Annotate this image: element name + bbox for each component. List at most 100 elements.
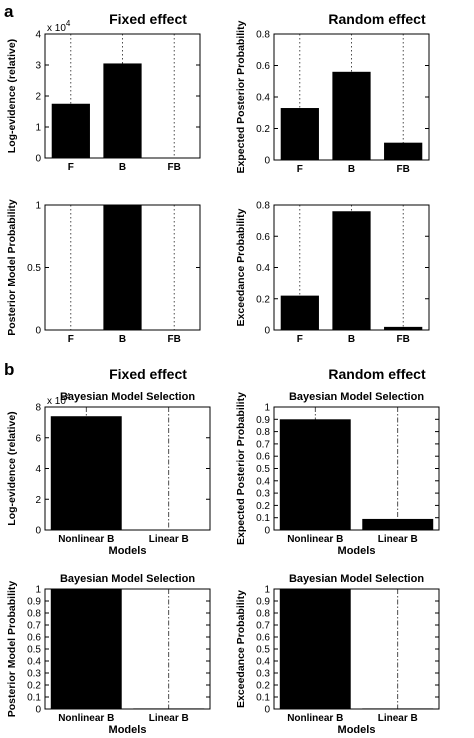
chart-a2-ytick-label: 0.8 bbox=[256, 30, 270, 41]
chart-a2-bar-2 bbox=[384, 142, 423, 160]
chart-b4-bar-0 bbox=[279, 589, 351, 709]
chart-b4-xlabel: Models bbox=[338, 724, 376, 736]
chart-b3-ytick-label: 0.1 bbox=[27, 693, 41, 704]
chart-b4-ytick-label: 0.2 bbox=[256, 681, 270, 692]
chart-b2-bar-1 bbox=[362, 518, 434, 530]
section-title-a-random: Random effect bbox=[328, 11, 426, 27]
chart-b2-category-label: Linear B bbox=[378, 534, 418, 545]
chart-b3-ytick-label: 0.7 bbox=[27, 621, 41, 632]
chart-b3-xlabel: Models bbox=[109, 724, 147, 736]
chart-b2-ytick-label: 0.3 bbox=[256, 489, 270, 500]
chart-b1-ytick-label: 2 bbox=[35, 495, 41, 506]
chart-b3-ytick-label: 0.3 bbox=[27, 669, 41, 680]
chart-b1-ytick-label: 4 bbox=[35, 464, 41, 475]
chart-a3-category-label: FB bbox=[167, 334, 180, 345]
chart-a3-ytick-label: 0.5 bbox=[27, 263, 41, 274]
chart-a4-ytick-label: 0.6 bbox=[256, 232, 270, 243]
chart-b2-ytick-label: 0.4 bbox=[256, 476, 270, 487]
chart-a3-ylabel: Posterior Model Probability bbox=[6, 199, 18, 336]
chart-b4-ylabel: Exceedance Probability bbox=[235, 590, 247, 708]
chart-a1-ytick-label: 0 bbox=[35, 154, 41, 165]
chart-b2-ylabel: Expected Posterior Probability bbox=[235, 392, 247, 545]
chart-b4-category-label: Linear B bbox=[378, 713, 418, 724]
chart-a4-bar-2 bbox=[384, 326, 423, 330]
chart-b4-ytick-label: 0.4 bbox=[256, 657, 270, 668]
chart-a1-ylabel: Log-evidence (relative) bbox=[6, 39, 18, 153]
chart-b2-ytick-label: 0.5 bbox=[256, 464, 270, 475]
chart-b4-ytick-label: 0.7 bbox=[256, 621, 270, 632]
chart-b3-title: Bayesian Model Selection bbox=[60, 573, 195, 585]
chart-a2-ylabel: Expected Posterior Probability bbox=[235, 20, 247, 173]
panel-label-b: b bbox=[4, 360, 14, 379]
chart-a2-ytick-label: 0.2 bbox=[256, 124, 270, 135]
chart-b4-ytick-label: 0.1 bbox=[256, 693, 270, 704]
chart-b3-ytick-label: 1 bbox=[35, 585, 41, 596]
chart-b3-ytick-label: 0.5 bbox=[27, 645, 41, 656]
chart-b2-ytick-label: 0.9 bbox=[256, 415, 270, 426]
chart-b2-category-label: Nonlinear B bbox=[287, 534, 343, 545]
chart-b1-title: Bayesian Model Selection bbox=[60, 391, 195, 403]
chart-a2-ytick-label: 0.6 bbox=[256, 61, 270, 72]
chart-b1-category-label: Nonlinear B bbox=[58, 534, 114, 545]
chart-b1-ytick-label: 8 bbox=[35, 403, 41, 414]
chart-a4-bar-0 bbox=[280, 295, 319, 330]
chart-b4-ytick-label: 1 bbox=[264, 585, 270, 596]
chart-b1: Bayesian Model Selection 0 2 4 6 8 Nonlinear B… bbox=[6, 391, 211, 557]
chart-a2-category-label: FB bbox=[396, 164, 409, 175]
chart-b3-ylabel: Posterior Model Probability bbox=[6, 581, 18, 718]
chart-b2-ytick-label: 0.1 bbox=[256, 513, 270, 524]
chart-b1-category-label: Linear B bbox=[149, 534, 189, 545]
chart-a4-ytick-label: 0.4 bbox=[256, 263, 270, 274]
chart-b3-ytick-label: 0.8 bbox=[27, 609, 41, 620]
chart-b3-ytick-label: 0.9 bbox=[27, 597, 41, 608]
chart-a1-multiplier: x 104 bbox=[47, 19, 71, 34]
chart-b2-title: Bayesian Model Selection bbox=[289, 391, 424, 403]
chart-a3-category-label: F bbox=[68, 334, 74, 345]
chart-a3-ytick-label: 0 bbox=[35, 326, 41, 337]
chart-b4-ytick-label: 0 bbox=[264, 705, 270, 716]
section-title-b-random: Random effect bbox=[328, 366, 426, 382]
chart-a1-category-label: F bbox=[68, 162, 74, 173]
chart-b1-bar-0 bbox=[50, 416, 122, 530]
chart-b2-ytick-label: 1 bbox=[264, 403, 270, 414]
chart-a1-ytick-label: 2 bbox=[35, 92, 41, 103]
chart-b4-ytick-label: 0.9 bbox=[256, 597, 270, 608]
chart-b4-category-label: Nonlinear B bbox=[287, 713, 343, 724]
chart-b2-ytick-label: 0 bbox=[264, 526, 270, 537]
chart-a4-ytick-label: 0 bbox=[264, 326, 270, 337]
chart-b4: Bayesian Model Selection 00.10.20.30.40.5… bbox=[235, 573, 440, 736]
chart-b2-ytick-label: 0.7 bbox=[256, 439, 270, 450]
chart-a4-category-label: FB bbox=[396, 334, 409, 345]
chart-b1-multiplier: x 104 bbox=[47, 392, 71, 407]
chart-b2-ytick-label: 0.6 bbox=[256, 452, 270, 463]
chart-a1-ytick-label: 4 bbox=[35, 30, 41, 41]
chart-b2: Bayesian Model Selection 0 0.10.20.3 0.40.5… bbox=[235, 391, 440, 557]
chart-b3-ytick-label: 0.4 bbox=[27, 657, 41, 668]
chart-a2-bar-1 bbox=[332, 71, 371, 160]
chart-b3-ytick-label: 0.2 bbox=[27, 681, 41, 692]
chart-a4-category-label: B bbox=[348, 334, 355, 345]
chart-b3-ytick-label: 0 bbox=[35, 705, 41, 716]
chart-b1-ylabel: Log-evidence (relative) bbox=[6, 411, 18, 525]
chart-a4-ytick-label: 0.8 bbox=[256, 201, 270, 212]
panel-label-a: a bbox=[4, 2, 14, 21]
chart-b4-ytick-label: 0.8 bbox=[256, 609, 270, 620]
chart-a1-ytick-label: 3 bbox=[35, 61, 41, 72]
section-title-b-fixed: Fixed effect bbox=[109, 366, 187, 382]
chart-b3-ytick-label: 0.6 bbox=[27, 633, 41, 644]
chart-a3-bar-1 bbox=[103, 205, 142, 330]
chart-b2-ytick-label: 0.8 bbox=[256, 427, 270, 438]
chart-a1-ytick-label: 1 bbox=[35, 123, 41, 134]
chart-a3-ytick-label: 1 bbox=[35, 201, 41, 212]
chart-a1-bar-1 bbox=[103, 63, 142, 159]
chart-b3-category-label: Nonlinear B bbox=[58, 713, 114, 724]
chart-a4-ytick-label: 0.2 bbox=[256, 294, 270, 305]
chart-a4-ylabel: Exceedance Probability bbox=[235, 208, 247, 326]
chart-a2-ytick-label: 0.4 bbox=[256, 93, 270, 104]
chart-a3-category-label: B bbox=[119, 334, 126, 345]
chart-a2-category-label: B bbox=[348, 164, 355, 175]
